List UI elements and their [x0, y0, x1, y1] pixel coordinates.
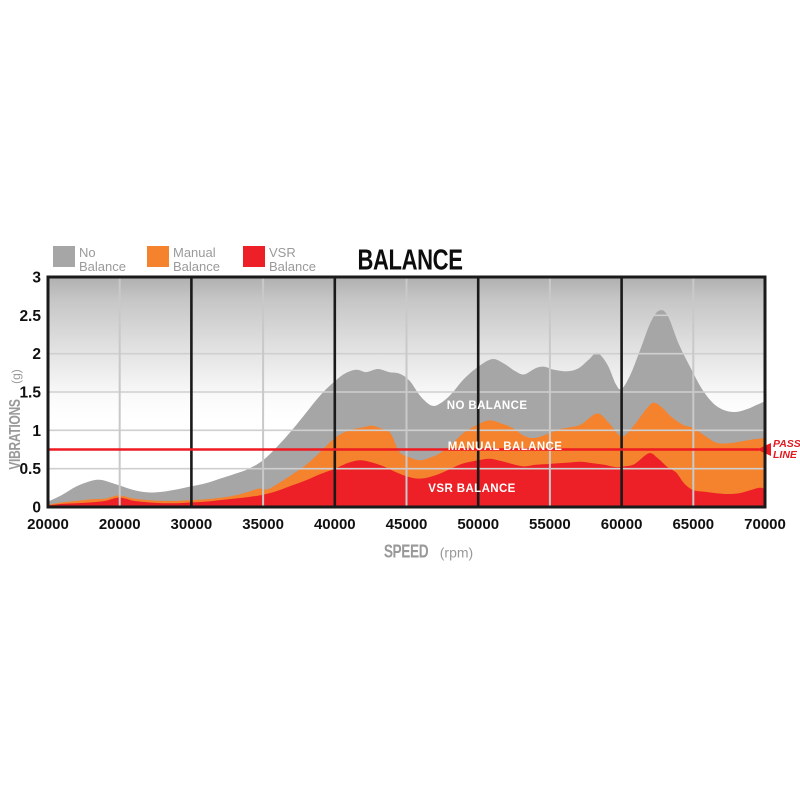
legend-label-line: No: [79, 245, 96, 260]
chart-title-text: BALANCE: [357, 244, 463, 277]
pass-line-label: PASS LINE: [773, 439, 800, 461]
x-tick-label: 20000: [27, 516, 69, 533]
y-tick-label: 0.5: [19, 461, 41, 478]
manual-balance-area-label: MANUAL BALANCE: [447, 441, 563, 454]
y-tick-label: 1.5: [19, 385, 41, 402]
x-tick-label: 50000: [457, 516, 499, 533]
x-tick-label: 35000: [242, 516, 284, 533]
legend-label-line: Balance: [269, 258, 316, 274]
x-tick-label: 20000: [99, 516, 141, 533]
y-tick-label: 0: [32, 500, 41, 517]
no-balance-area-label: NO BALANCE: [446, 399, 528, 412]
y-tick-label: 2: [32, 346, 41, 363]
y-tick-label: 3: [32, 270, 41, 287]
vsr-balance-swatch: [243, 246, 265, 267]
no-balance-label: No Balance: [79, 246, 126, 273]
y-axis-title-text: VIBRATIONS: [7, 399, 24, 470]
legend-label-line: Manual: [173, 245, 216, 260]
legend-label-line: VSR: [269, 245, 296, 260]
vsr-balance-area-label: VSR BALANCE: [428, 482, 516, 495]
legend-item-vsr-balance: VSR Balance: [243, 246, 316, 273]
x-axis-title: SPEED (rpm): [377, 542, 473, 563]
x-tick-label: 30000: [171, 516, 213, 533]
no-balance-swatch: [53, 246, 75, 267]
legend-label-line: Balance: [173, 258, 220, 274]
pass-line-label-line: PASS: [773, 438, 800, 450]
x-tick-label: 40000: [314, 516, 356, 533]
y-axis-title: VIBRATIONS (g): [7, 369, 25, 481]
manual-balance-label: Manual Balance: [173, 246, 220, 273]
x-tick-label: 45000: [386, 516, 428, 533]
x-tick-label: 60000: [601, 516, 643, 533]
vsr-balance-label: VSR Balance: [269, 246, 316, 273]
chart-title: BALANCE: [341, 245, 479, 278]
x-tick-label: 65000: [672, 516, 714, 533]
y-tick-label: 1: [32, 423, 41, 440]
legend-item-manual-balance: Manual Balance: [147, 246, 220, 273]
y-tick-label: 2.5: [19, 308, 41, 325]
pass-line-label-line: LINE: [773, 449, 797, 461]
x-tick-label: 55000: [529, 516, 571, 533]
x-axis-title-text: SPEED: [383, 541, 429, 562]
y-axis-unit: (g): [9, 369, 23, 384]
manual-balance-swatch: [147, 246, 169, 267]
legend-item-no-balance: No Balance: [53, 246, 126, 273]
x-axis-unit: (rpm): [439, 544, 474, 561]
legend-label-line: Balance: [79, 258, 126, 274]
x-tick-label: 70000: [744, 516, 786, 533]
